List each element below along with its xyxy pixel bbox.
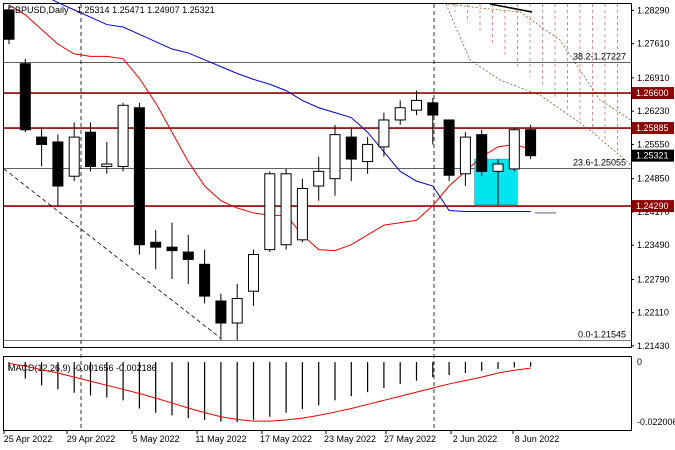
candle-body-16 [264, 173, 276, 251]
date-label-5: 23 May 2022 [324, 434, 376, 444]
candle-body-26 [427, 102, 439, 116]
candle-body-11 [182, 251, 194, 260]
candle-body-31 [508, 129, 520, 170]
chart-header: GBPUSD,Daily 1.25314 1.25471 1.24907 1.2… [8, 5, 215, 15]
level-box-0 [632, 87, 674, 100]
level-box-label-2: 1.24290 [636, 201, 669, 211]
fib-label-2: 0.0-1.21545 [578, 329, 626, 339]
candle-body-28 [459, 136, 471, 175]
price-tick-label-0: 1.28290 [637, 5, 670, 15]
price-tick-label-8: 1.22790 [637, 274, 670, 284]
fibonacci-labels: 38.2-1.27227 23.6-1.25055 0.0-1.21545 [573, 51, 626, 339]
candle-body-14 [231, 298, 243, 324]
price-tick-label-7: 1.23490 [637, 240, 670, 250]
date-label-8: 8 Jun 2022 [515, 434, 560, 444]
current-price-box [632, 149, 674, 162]
price-tick-label-2: 1.26910 [637, 73, 670, 83]
level-box-2 [632, 200, 674, 213]
cloud-line [489, 3, 533, 13]
price-tick-label-1: 1.27610 [637, 39, 670, 49]
candle-body-15 [248, 254, 259, 292]
date-label-4: 17 May 2022 [260, 434, 312, 444]
ohlc-values: 1.25314 1.25471 1.24907 1.25321 [77, 5, 215, 15]
candle-body-7 [117, 104, 129, 167]
date-label-6: 27 May 2022 [384, 434, 436, 444]
candle-body-30 [492, 163, 504, 172]
candle-body-13 [215, 300, 227, 324]
candle-body-2 [36, 136, 48, 145]
macd-tick-0: 0 [637, 357, 642, 367]
macd-tick-1: -0.022006 [637, 417, 675, 427]
fib-label-0: 38.2-1.27227 [573, 51, 626, 61]
candles [3, 5, 537, 341]
candle-body-22 [362, 143, 374, 163]
level-box-1 [632, 122, 674, 135]
candle-body-3 [52, 141, 64, 187]
candle-body-9 [150, 241, 162, 248]
candle-body-10 [166, 246, 178, 252]
candle-body-25 [411, 99, 422, 111]
candle-body-6 [101, 163, 113, 167]
symbol-label: GBPUSD,Daily [8, 5, 69, 15]
date-label-2: 5 May 2022 [132, 434, 179, 444]
candle-body-20 [329, 134, 341, 180]
date-label-3: 11 May 2022 [195, 434, 246, 444]
candle-body-5 [85, 131, 96, 167]
period-separators [80, 4, 435, 430]
trend-lines [3, 168, 221, 338]
candle-body-1 [19, 63, 31, 131]
ichimoku-cloud [445, 3, 632, 166]
date-label-7: 2 Jun 2022 [453, 434, 498, 444]
price-axis: 1.28290 1.27610 1.26910 1.26230 1.25550 1.248… [631, 5, 674, 351]
date-label-0: 25 Apr 2022 [4, 434, 53, 444]
price-tick-label-4: 1.25550 [637, 139, 670, 149]
fib-label-1: 23.6-1.25055 [573, 158, 626, 168]
candle-body-18 [296, 187, 308, 241]
main-chart-frame [3, 3, 632, 348]
candle-body-29 [476, 134, 488, 172]
candle-body-17 [280, 173, 292, 246]
price-tick-label-10: 1.21430 [637, 341, 670, 351]
macd-frame [3, 356, 632, 431]
candle-body-24 [394, 107, 406, 121]
date-axis: 25 Apr 2022 29 Apr 2022 5 May 2022 11 May 2… [3, 430, 560, 444]
cloud-span-a [447, 3, 632, 121]
macd-signal-line [8, 362, 531, 422]
level-box-label-1: 1.25885 [636, 123, 669, 133]
price-tick-label-5: 1.24850 [637, 174, 670, 184]
candle-body-19 [313, 170, 325, 187]
candle-body-12 [199, 263, 211, 297]
candle-body-27 [443, 119, 455, 176]
candle-body-23 [378, 119, 390, 148]
date-label-1: 29 Apr 2022 [67, 434, 116, 444]
candle-body-32 [525, 129, 537, 157]
price-tick-label-9: 1.22110 [637, 308, 669, 318]
blue-line [51, 0, 531, 212]
current-price-label: 1.25321 [636, 151, 669, 161]
candle-body-0 [3, 9, 15, 40]
cloud-span-b [445, 3, 632, 166]
candle-body-8 [133, 107, 145, 246]
candle-body-4 [68, 136, 80, 177]
macd-label: MACD(12,26,9) -0.001656 -0.002186 [8, 363, 157, 373]
level-box-label-0: 1.26600 [636, 88, 669, 98]
candle-body-21 [345, 136, 357, 160]
horizontal-levels [4, 62, 631, 341]
macd-panel: MACD(12,26,9) -0.001656 -0.002186 0 -0.022… [8, 357, 675, 427]
price-tick-label-3: 1.26230 [637, 106, 670, 116]
dashed-trendline [3, 168, 221, 338]
